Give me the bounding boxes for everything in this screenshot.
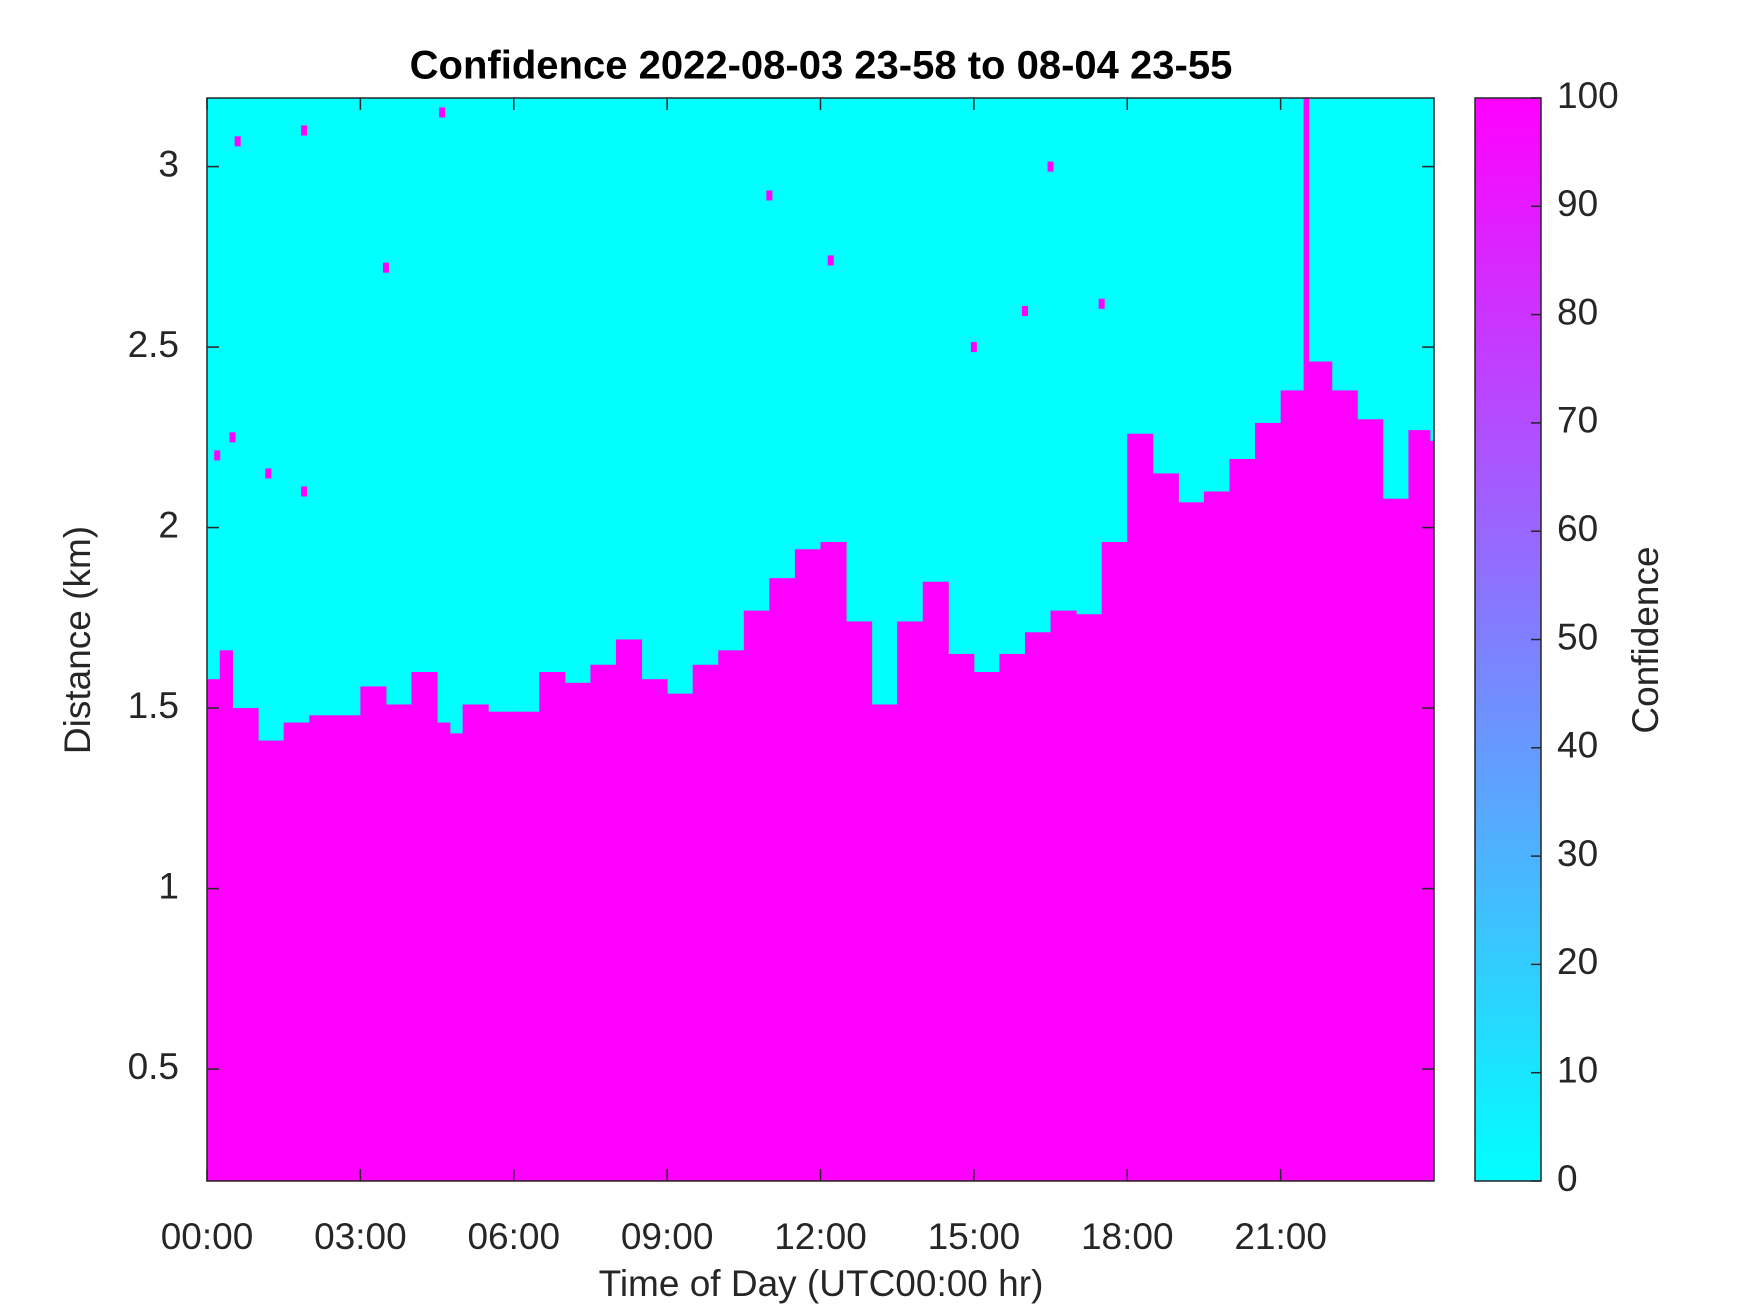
heatmap-cell [439,107,446,118]
heatmap-cell [766,190,773,201]
heatmap-column [616,639,643,1181]
heatmap-column [539,671,566,1181]
heatmap-cell [265,468,272,479]
heatmap-column [488,711,515,1181]
heatmap-column [1408,430,1431,1181]
heatmap-column [1255,422,1282,1181]
x-axis-label: Time of Day (UTC00:00 hr) [599,1263,1044,1304]
heatmap-column [1101,542,1128,1181]
x-tick-label: 00:00 [161,1216,254,1257]
heatmap-cell [1047,161,1054,172]
heatmap-column [1280,390,1305,1181]
heatmap-cell [970,342,977,353]
heatmap-column [718,650,745,1181]
heatmap-cell [301,125,308,136]
colorbar-tick-label: 50 [1557,616,1598,657]
colorbar-tick-label: 30 [1557,833,1598,874]
heatmap-cell [234,136,241,147]
heatmap-column [846,621,873,1181]
x-tick-label: 15:00 [928,1216,1021,1257]
heatmap-cell [1022,305,1028,316]
heatmap-column [871,704,898,1181]
heatmap-cell [229,432,236,443]
colorbar-tick-label: 100 [1557,75,1619,116]
colorbar-tick-label: 10 [1557,1049,1598,1090]
y-tick-label: 2.5 [128,324,179,365]
heatmap-column [385,704,412,1181]
x-tick-label: 06:00 [467,1216,560,1257]
colorbar-label: Confidence [1625,546,1666,733]
colorbar-tick-label: 90 [1557,183,1598,224]
heatmap-column [309,715,336,1181]
heatmap-column [743,610,770,1181]
heatmap-column [1127,433,1154,1182]
heatmap-column [564,682,591,1181]
heatmap-column [1229,459,1256,1181]
heatmap-column [794,549,821,1181]
y-tick-label: 3 [158,143,179,184]
heatmap-column [462,704,489,1181]
heatmap-column [411,671,438,1181]
heatmap-cell [301,486,308,497]
heatmap-column [232,708,259,1181]
heatmap-column [513,711,540,1181]
heatmap-cell [382,262,389,273]
x-tick-label: 03:00 [314,1216,407,1257]
chart-title: Confidence 2022-08-03 23-58 to 08-04 23-… [410,44,1233,88]
heatmap-column [641,679,668,1181]
x-tick-label: 18:00 [1081,1216,1174,1257]
heatmap-column [1076,614,1103,1181]
x-tick-label: 12:00 [774,1216,867,1257]
heatmap-column [1429,440,1435,1181]
heatmap-column [258,740,285,1181]
colorbar-tick-label: 70 [1557,400,1598,441]
heatmap-column [1178,502,1205,1181]
heatmap-column [1025,632,1052,1181]
y-tick-label: 2 [158,504,179,545]
heatmap-column [1050,610,1077,1181]
heatmap-cell [827,255,834,266]
heatmap-column [590,664,617,1181]
heatmap-column [207,679,221,1181]
heatmap-column [1303,98,1310,1181]
heatmap-column [437,722,451,1181]
colorbar-tick-label: 60 [1557,508,1598,549]
x-tick-label: 09:00 [621,1216,714,1257]
y-tick-label: 1.5 [128,685,179,726]
heatmap-column [449,733,464,1181]
y-axis-label: Distance (km) [57,526,98,754]
colorbar-tick-label: 80 [1557,291,1598,332]
y-tick-label: 1 [158,865,179,906]
heatmap-column [999,653,1026,1181]
heatmap-column [948,653,975,1181]
heatmap-column [769,578,796,1181]
heatmap-column [897,621,924,1181]
heatmap-column [820,542,847,1181]
y-tick-label: 0.5 [128,1046,179,1087]
heatmap-cell [214,450,221,461]
heatmap-column [1382,498,1409,1182]
x-tick-label: 21:00 [1234,1216,1327,1257]
heatmap-column [922,581,949,1181]
heatmap-column [283,722,310,1181]
colorbar-tick-label: 20 [1557,941,1598,982]
heatmap-column [667,693,694,1181]
heatmap-cell [1098,298,1105,309]
colorbar-tick-label: 40 [1557,725,1598,766]
heatmap-column [1308,361,1333,1181]
heatmap-column [360,686,387,1181]
colorbar-tick-label: 0 [1557,1158,1578,1199]
heatmap-column [1203,491,1230,1181]
heatmap-column [1331,390,1358,1181]
heatmap-column [1357,419,1384,1181]
heatmap-column [219,650,234,1181]
heatmap-column [692,664,719,1181]
heatmap-column [1152,473,1179,1181]
heatmap-column [334,715,361,1181]
heatmap-column [973,671,1000,1181]
